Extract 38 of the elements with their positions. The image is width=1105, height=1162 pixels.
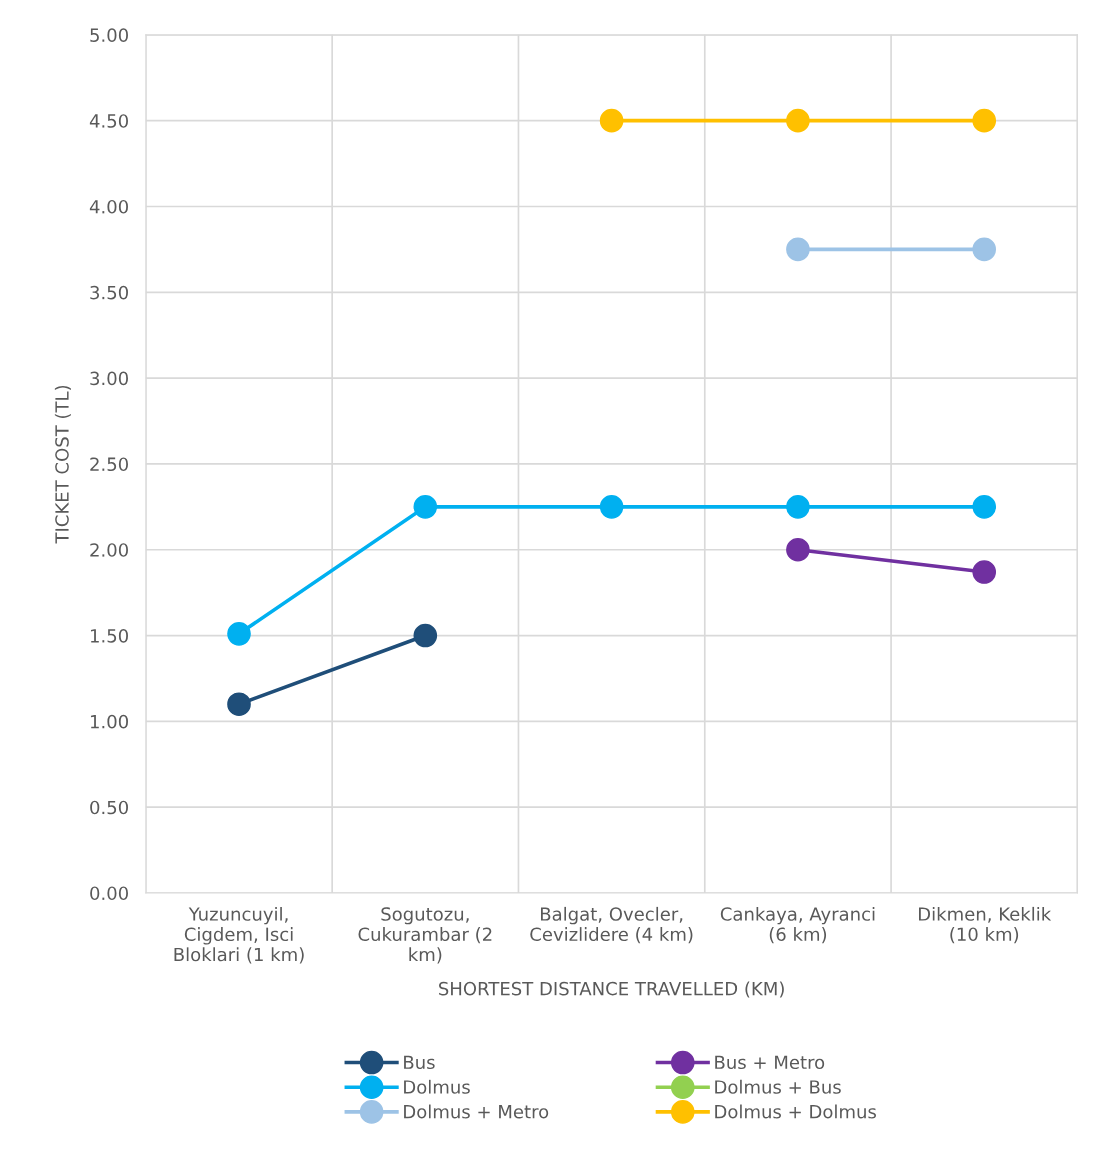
x-tick-label: Dikmen, Keklik (10 km) bbox=[919, 906, 1052, 944]
legend-label: Bus + Metro bbox=[715, 1055, 825, 1070]
point bbox=[599, 108, 624, 133]
point bbox=[972, 237, 997, 262]
y-tick-label: 4.50 bbox=[89, 114, 128, 128]
point bbox=[972, 560, 997, 584]
legend-label: Dolmus bbox=[404, 1079, 470, 1094]
point bbox=[786, 237, 810, 262]
x-tick-label: Yuzuncuyil, Cigdem, Isci Bloklari (1 km) bbox=[174, 906, 304, 964]
y-tick-label: 0.00 bbox=[90, 886, 128, 901]
point bbox=[227, 622, 251, 646]
point bbox=[227, 692, 251, 717]
point bbox=[599, 495, 624, 519]
x-axis-title: SHORTEST DISTANCE TRAVELLED (KM) bbox=[439, 981, 784, 998]
y-tick-label: 1.00 bbox=[90, 714, 128, 729]
y-tick-label: 2.50 bbox=[90, 457, 128, 472]
point bbox=[786, 108, 810, 133]
y-tick-label: 0.50 bbox=[90, 800, 128, 815]
y-tick-label: 1.50 bbox=[90, 629, 128, 643]
point bbox=[786, 495, 810, 519]
point bbox=[972, 108, 997, 133]
point bbox=[786, 537, 810, 562]
y-tick-label: 5.00 bbox=[90, 28, 128, 42]
x-tick-label: Cankaya, Ayranci (6 km) bbox=[720, 906, 875, 944]
legend-label: Dolmus + Bus bbox=[715, 1079, 841, 1094]
y-tick-label: 2.00 bbox=[90, 543, 128, 557]
y-tick-label: 3.50 bbox=[90, 285, 128, 300]
legend-label: Dolmus + Dolmus bbox=[715, 1104, 877, 1119]
legend-label: Bus bbox=[404, 1055, 435, 1070]
y-tick-label: 3.00 bbox=[90, 371, 128, 386]
point bbox=[972, 495, 997, 519]
x-tick-label: Sogutozu, Cukurambar (2 km) bbox=[358, 907, 492, 964]
y-tick-label: 4.00 bbox=[89, 199, 128, 214]
y-axis-title: TICKET COST (TL) bbox=[54, 385, 71, 544]
x-tick-label: Balgat, Ovecler, Cevizlidere (4 km) bbox=[530, 906, 693, 944]
legend-label: Dolmus + Metro bbox=[404, 1104, 549, 1119]
point bbox=[413, 495, 438, 519]
point bbox=[413, 623, 438, 648]
